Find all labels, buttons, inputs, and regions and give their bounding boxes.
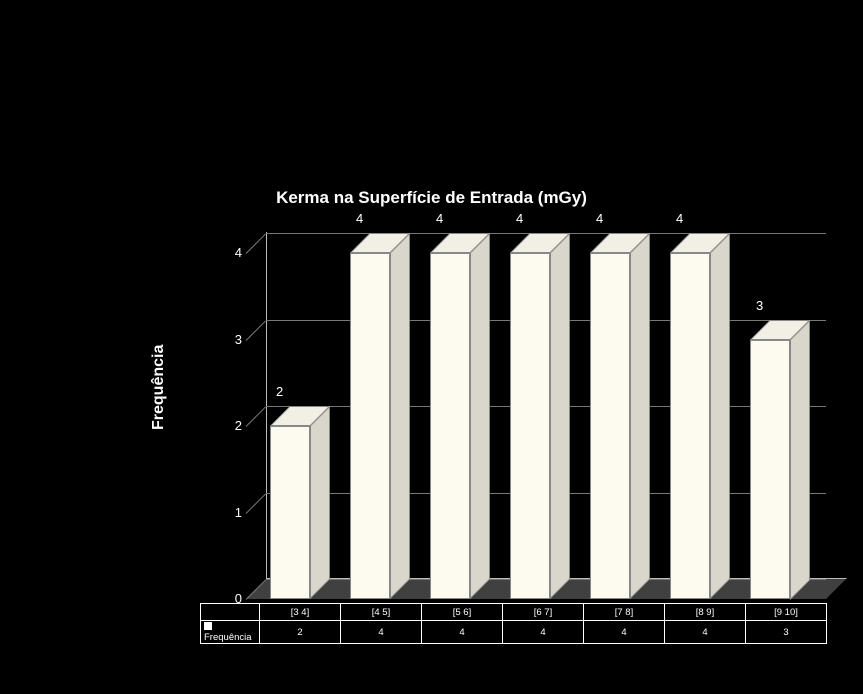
table-value-cell: 4	[341, 621, 422, 644]
table-value-cell: 4	[503, 621, 584, 644]
chart-title: Kerma na Superfície de Entrada (mGy)	[0, 188, 863, 208]
y-axis-label: Frequência	[150, 345, 168, 430]
table-category-cell: [9 10]	[746, 604, 827, 621]
bar-value-label: 3	[756, 298, 806, 318]
table-category-cell: [3 4]	[260, 604, 341, 621]
table-value-cell: 3	[746, 621, 827, 644]
table-category-cell: [5 6]	[422, 604, 503, 621]
bar: 4	[510, 233, 550, 599]
table-value-cell: 4	[584, 621, 665, 644]
chart-data-table: [3 4][4 5][5 6][6 7][7 8][8 9][9 10] Freq…	[200, 603, 827, 644]
y-tick-label: 3	[228, 332, 242, 347]
bar-value-label: 4	[356, 211, 406, 231]
bar-value-label: 4	[516, 211, 566, 231]
table-header-empty	[201, 604, 260, 621]
bar: 4	[670, 233, 710, 599]
bar-value-label: 2	[276, 384, 326, 404]
legend-marker-icon	[204, 622, 212, 630]
bar-value-label: 4	[436, 211, 486, 231]
table-category-cell: [8 9]	[665, 604, 746, 621]
chart-plot-area: 01234 2444443	[222, 228, 833, 623]
bar-value-label: 4	[596, 211, 646, 231]
bar: 4	[430, 233, 470, 599]
table-category-cell: [4 5]	[341, 604, 422, 621]
table-value-cell: 4	[422, 621, 503, 644]
bar: 2	[270, 406, 310, 599]
legend-label: Frequência	[204, 632, 252, 643]
y-tick-label: 4	[228, 245, 242, 260]
y-tick-label: 2	[228, 418, 242, 433]
chart-leftwall	[246, 213, 266, 599]
table-category-cell: [6 7]	[503, 604, 584, 621]
bar: 4	[350, 233, 390, 599]
table-value-cell: 2	[260, 621, 341, 644]
table-category-cell: [7 8]	[584, 604, 665, 621]
bar: 3	[750, 320, 790, 600]
y-tick-label: 1	[228, 505, 242, 520]
table-row-header-frequencia: Frequência	[201, 621, 260, 644]
table-value-cell: 4	[665, 621, 746, 644]
bar-value-label: 4	[676, 211, 726, 231]
bar: 4	[590, 233, 630, 599]
